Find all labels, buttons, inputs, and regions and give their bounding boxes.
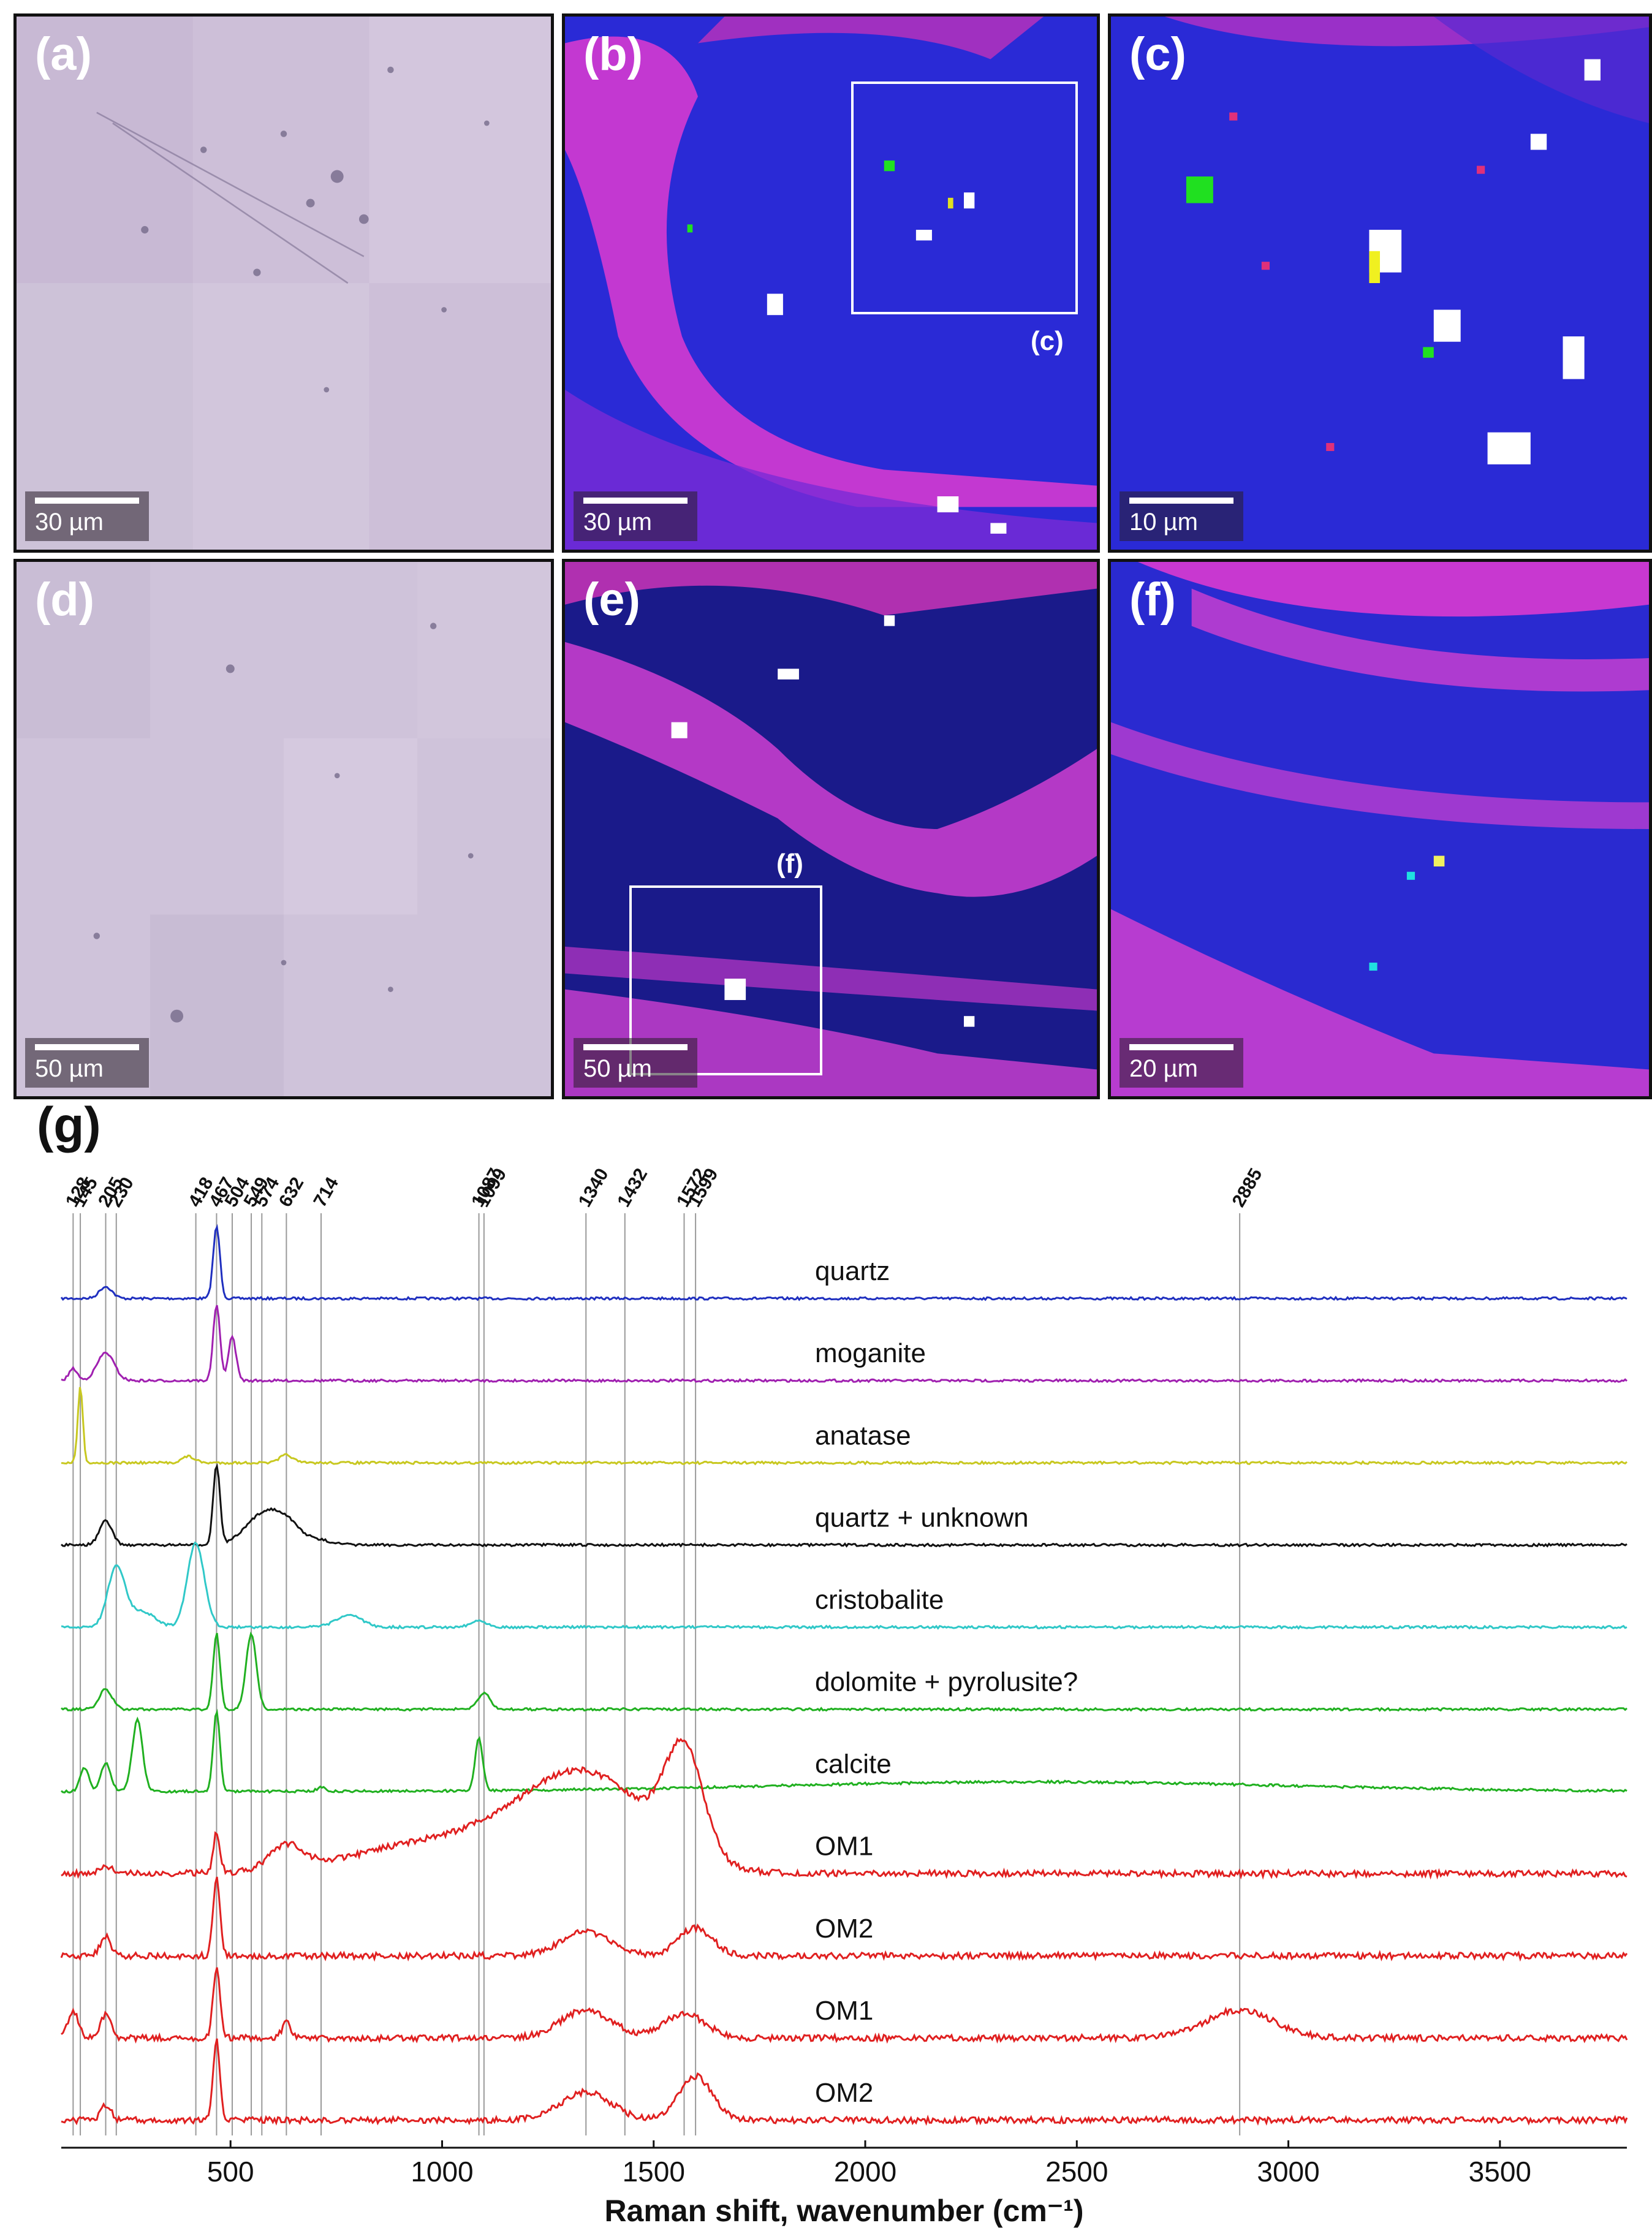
series-label: anatase xyxy=(815,1420,911,1450)
roi-label-c: (c) xyxy=(1031,326,1064,356)
x-tick-label: 2000 xyxy=(834,2156,896,2188)
x-tick-label: 3500 xyxy=(1469,2156,1531,2188)
scale-bar: 20 µm xyxy=(1120,1038,1243,1088)
scale-bar: 50 µm xyxy=(574,1038,697,1088)
panel-label-g: (g) xyxy=(37,1097,101,1153)
roi-box-c xyxy=(851,81,1078,314)
series-label: OM1 xyxy=(815,1832,873,1862)
scale-bar-label: 20 µm xyxy=(1129,1055,1198,1082)
panel-label: (c) xyxy=(1129,28,1186,80)
series-label: OM1 xyxy=(815,1996,873,2026)
panel-b-raman-map: (c) (b) 30 µm xyxy=(562,13,1100,553)
peak-marker-label: 1432 xyxy=(613,1165,651,1210)
roi-label-f: (f) xyxy=(776,849,803,879)
raman-map-c xyxy=(1111,17,1649,550)
peak-marker-label: 2885 xyxy=(1229,1165,1267,1210)
series-label: quartz + unknown xyxy=(815,1502,1029,1532)
spectrum-line xyxy=(61,1737,1627,1880)
scale-bar-label: 50 µm xyxy=(35,1055,104,1082)
spectrum-line xyxy=(61,1463,1627,1548)
series-label: calcite xyxy=(815,1749,892,1779)
spectrum-line xyxy=(61,1541,1627,1630)
x-tick-label: 2500 xyxy=(1045,2156,1108,2188)
scale-bar: 50 µm xyxy=(25,1038,149,1088)
optical-image-d xyxy=(17,562,551,1096)
peak-marker-lines xyxy=(72,1213,1241,2135)
series-labels: quartz moganite anatase quartz + unknown cri… xyxy=(815,1256,1078,2108)
panel-label: (d) xyxy=(35,574,95,626)
spectrum-line xyxy=(61,1305,1627,1384)
spectrum-line xyxy=(61,2038,1628,2126)
spectrum-line xyxy=(61,1708,1627,1794)
scale-bar: 10 µm xyxy=(1120,491,1243,541)
series-label: moganite xyxy=(815,1338,926,1368)
series-label: OM2 xyxy=(815,2078,873,2108)
panel-c-raman-map-zoom: (c) 10 µm xyxy=(1108,13,1652,553)
series-label: cristobalite xyxy=(815,1585,944,1615)
panel-label: (f) xyxy=(1129,574,1176,626)
scale-bar: 30 µm xyxy=(574,491,697,541)
optical-image-a xyxy=(17,17,551,550)
panel-f-raman-map-zoom: (f) 20 µm xyxy=(1108,559,1652,1099)
peak-marker-label: 632 xyxy=(275,1174,308,1211)
scale-bar-label: 30 µm xyxy=(583,509,652,536)
panel-e-raman-map: (f) (e) 50 µm xyxy=(562,559,1100,1099)
scale-bar-label: 30 µm xyxy=(35,509,104,536)
spectra-series xyxy=(60,1224,1628,2126)
spectrum-line xyxy=(60,1876,1628,1962)
panel-label: (b) xyxy=(583,28,643,80)
spectrum-line xyxy=(61,1631,1627,1712)
panel-a-optical: (a) 30 µm xyxy=(13,13,554,553)
raman-map-e xyxy=(565,562,1097,1096)
spectrum-line xyxy=(60,1224,1627,1301)
series-label: OM2 xyxy=(815,1914,873,1944)
x-tick-label: 3000 xyxy=(1257,2156,1319,2188)
peak-marker-label: 1340 xyxy=(575,1165,613,1210)
panel-label: (a) xyxy=(35,28,92,80)
series-label: quartz xyxy=(815,1256,890,1286)
scale-bar: 30 µm xyxy=(25,491,149,541)
spectrum-line xyxy=(61,1387,1627,1466)
raman-map-f xyxy=(1111,562,1649,1096)
scale-bar-label: 50 µm xyxy=(583,1055,652,1082)
x-axis: 500 1000 1500 2000 2500 3000 3500 Raman shift, … xyxy=(61,2140,1627,2228)
panel-label: (e) xyxy=(583,574,640,626)
x-tick-label: 1000 xyxy=(411,2156,473,2188)
scale-bar-label: 10 µm xyxy=(1129,509,1198,536)
peak-marker-label: 714 xyxy=(309,1173,343,1210)
raman-map-b xyxy=(565,17,1097,550)
x-tick-label: 1500 xyxy=(623,2156,685,2188)
spectrum-line xyxy=(61,1967,1628,2044)
x-axis-label: Raman shift, wavenumber (cm⁻¹) xyxy=(604,2194,1083,2228)
x-tick-label: 500 xyxy=(207,2156,254,2188)
series-label: dolomite + pyrolusite? xyxy=(815,1667,1078,1697)
panel-d-optical: (d) 50 µm xyxy=(13,559,554,1099)
roi-box-f xyxy=(629,885,822,1075)
